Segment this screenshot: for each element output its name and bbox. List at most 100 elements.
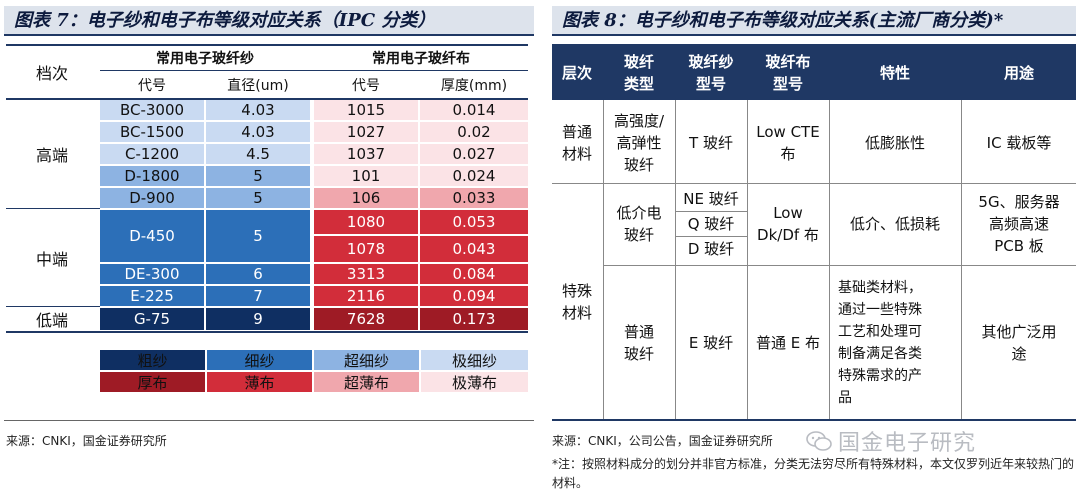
grid-vline bbox=[961, 100, 962, 420]
header-cloth-type: 玻纤布 型号 bbox=[748, 48, 828, 98]
cloth-code-cell: 1078 bbox=[314, 236, 418, 262]
cloth-thickness-cell: 0.024 bbox=[420, 166, 528, 186]
watermark: 国金电子研究 bbox=[806, 425, 976, 457]
cloth-thickness-cell: 0.014 bbox=[420, 100, 528, 120]
cloth-code-cell: 1080 bbox=[314, 210, 418, 234]
cloth-thickness-cell: 0.053 bbox=[420, 210, 528, 234]
grid-vline bbox=[829, 100, 830, 420]
legend-cloth-thin: 薄布 bbox=[207, 372, 312, 392]
watermark-text: 国金电子研究 bbox=[838, 431, 977, 456]
legend-cloth-superthin: 超薄布 bbox=[314, 372, 419, 392]
cloth-code-cell: 101 bbox=[314, 166, 418, 186]
left-source: 来源：CNKI，国金证券研究所 bbox=[6, 434, 167, 448]
yarn-diameter-cell: 9 bbox=[206, 308, 310, 330]
yarn-code-cell: BC-1500 bbox=[100, 122, 204, 142]
cloth-thickness-cell: 0.027 bbox=[420, 144, 528, 164]
yarn-e: E 玻纤 bbox=[688, 334, 734, 352]
usage-lowdk: 5G、服务器 高频高速 PCB 板 bbox=[978, 193, 1060, 255]
cloth-general: Low CTE 布 bbox=[756, 123, 820, 163]
usage-general: IC 载板等 bbox=[986, 134, 1052, 152]
color-legend: 粗纱 细纱 超细纱 极细纱 厚布 薄布 超薄布 极薄布 bbox=[100, 350, 528, 392]
grid-vline bbox=[747, 100, 748, 420]
yarn-diameter-cell: 6 bbox=[206, 264, 310, 284]
cloth-lowdk: Low Dk/Df 布 bbox=[757, 204, 819, 244]
grid-vline bbox=[675, 100, 676, 420]
right-footnote: *注：按照材料成分的划分并非官方标准，分类无法穷尽所有特殊材料，本文仅罗列近年来… bbox=[552, 457, 1075, 490]
fiber-normal: 普通 玻纤 bbox=[623, 323, 654, 363]
fiber-lowdk: 低介电 玻纤 bbox=[616, 204, 662, 244]
level-divider bbox=[6, 306, 100, 307]
yarn-d: D 玻纤 bbox=[687, 240, 735, 258]
yarn-general: T 玻纤 bbox=[689, 134, 733, 152]
cloth-thickness-cell: 0.043 bbox=[420, 236, 528, 262]
yarn-diameter-cell: 5 bbox=[206, 166, 310, 186]
ipc-grade-table: 档次 常用电子玻纤纱 常用电子玻纤布 代号 直径(um) 代号 厚度(mm) 高… bbox=[6, 44, 528, 333]
grid-hline bbox=[552, 183, 1076, 184]
property-normal: 基础类材料， 通过一些特殊 工艺和处理可 制备满足各类 特殊需求的产 品 bbox=[838, 280, 922, 406]
grid-hline bbox=[675, 211, 747, 212]
legend-cloth-ultrathin: 极薄布 bbox=[421, 372, 528, 392]
cloth-thickness-cell: 0.02 bbox=[420, 122, 528, 142]
table-top-rule bbox=[6, 44, 528, 46]
cloth-thickness-cell: 0.173 bbox=[420, 308, 528, 330]
level-special: 特殊 材料 bbox=[561, 282, 592, 322]
header-yarn-diameter: 直径(um) bbox=[206, 72, 310, 98]
cloth-code-cell: 7628 bbox=[314, 308, 418, 330]
yarn-code-cell: E-225 bbox=[100, 286, 204, 306]
yarn-code-cell: G-75 bbox=[100, 308, 204, 330]
grid-hline bbox=[675, 236, 747, 237]
yarn-diameter-cell: 5 bbox=[206, 210, 310, 262]
usage-normal: 其他广泛用 途 bbox=[981, 323, 1057, 363]
cloth-code-cell: 1015 bbox=[314, 100, 418, 120]
table-bottom-rule bbox=[552, 419, 1076, 421]
legend-yarn-superfine: 超细纱 bbox=[314, 350, 419, 370]
yarn-code-cell: D-900 bbox=[100, 188, 204, 208]
header-level: 层次 bbox=[552, 48, 602, 98]
header-level: 档次 bbox=[6, 46, 98, 98]
yarn-code-cell: D-450 bbox=[100, 210, 204, 262]
grid-vline bbox=[603, 100, 604, 420]
legend-yarn-fine: 细纱 bbox=[207, 350, 312, 370]
level-low: 低端 bbox=[6, 308, 98, 330]
yarn-diameter-cell: 7 bbox=[206, 286, 310, 306]
right-source: 来源：CNKI，公司公告，国金证券研究所 bbox=[552, 434, 773, 448]
left-source-rule bbox=[4, 420, 534, 421]
cloth-code-cell: 3313 bbox=[314, 264, 418, 284]
header-yarn-group: 常用电子玻纤纱 bbox=[100, 46, 310, 70]
header-divider bbox=[100, 70, 528, 71]
vendor-grade-table: 层次 玻纤 类型 玻纤纱 型号 玻纤布 型号 特性 用途 普通 材料 高强度/ … bbox=[552, 44, 1076, 421]
cloth-thickness-cell: 0.094 bbox=[420, 286, 528, 306]
grid-hline bbox=[603, 265, 1076, 266]
cloth-thickness-cell: 0.084 bbox=[420, 264, 528, 284]
header-yarn-type: 玻纤纱 型号 bbox=[676, 48, 746, 98]
yarn-diameter-cell: 4.03 bbox=[206, 100, 310, 120]
cloth-code-cell: 1037 bbox=[314, 144, 418, 164]
yarn-diameter-cell: 4.03 bbox=[206, 122, 310, 142]
level-divider bbox=[6, 208, 100, 209]
yarn-code-cell: D-1800 bbox=[100, 166, 204, 186]
level-general: 普通 材料 bbox=[561, 123, 592, 163]
legend-cloth-thick: 厚布 bbox=[100, 372, 205, 392]
cloth-normal: 普通 E 布 bbox=[755, 334, 820, 352]
header-bottom-rule bbox=[6, 98, 528, 100]
header-yarn-code: 代号 bbox=[100, 72, 204, 98]
header-usage: 用途 bbox=[962, 48, 1076, 98]
legend-yarn-ultrafine: 极细纱 bbox=[421, 350, 528, 370]
property-general: 低膨胀性 bbox=[864, 134, 925, 152]
level-high: 高端 bbox=[6, 100, 98, 208]
header-cloth-code: 代号 bbox=[314, 72, 418, 98]
header-cloth-thickness: 厚度(mm) bbox=[420, 72, 528, 98]
left-figure-title: 图表 7：电子纱和电子布等级对应关系（IPC 分类） bbox=[4, 6, 534, 36]
cloth-thickness-cell: 0.033 bbox=[420, 188, 528, 208]
yarn-code-cell: C-1200 bbox=[100, 144, 204, 164]
fiber-general: 高强度/ 高弹性 玻纤 bbox=[613, 112, 665, 174]
cloth-code-cell: 106 bbox=[314, 188, 418, 208]
right-figure-title: 图表 8：电子纱和电子布等级对应关系(主流厂商分类)* bbox=[552, 6, 1076, 36]
yarn-diameter-cell: 5 bbox=[206, 188, 310, 208]
yarn-code-cell: DE-300 bbox=[100, 264, 204, 284]
cloth-code-cell: 2116 bbox=[314, 286, 418, 306]
property-lowdk: 低介、低损耗 bbox=[849, 215, 940, 233]
header-property: 特性 bbox=[830, 48, 960, 98]
yarn-code-cell: BC-3000 bbox=[100, 100, 204, 120]
yarn-ne: NE 玻纤 bbox=[683, 190, 739, 208]
